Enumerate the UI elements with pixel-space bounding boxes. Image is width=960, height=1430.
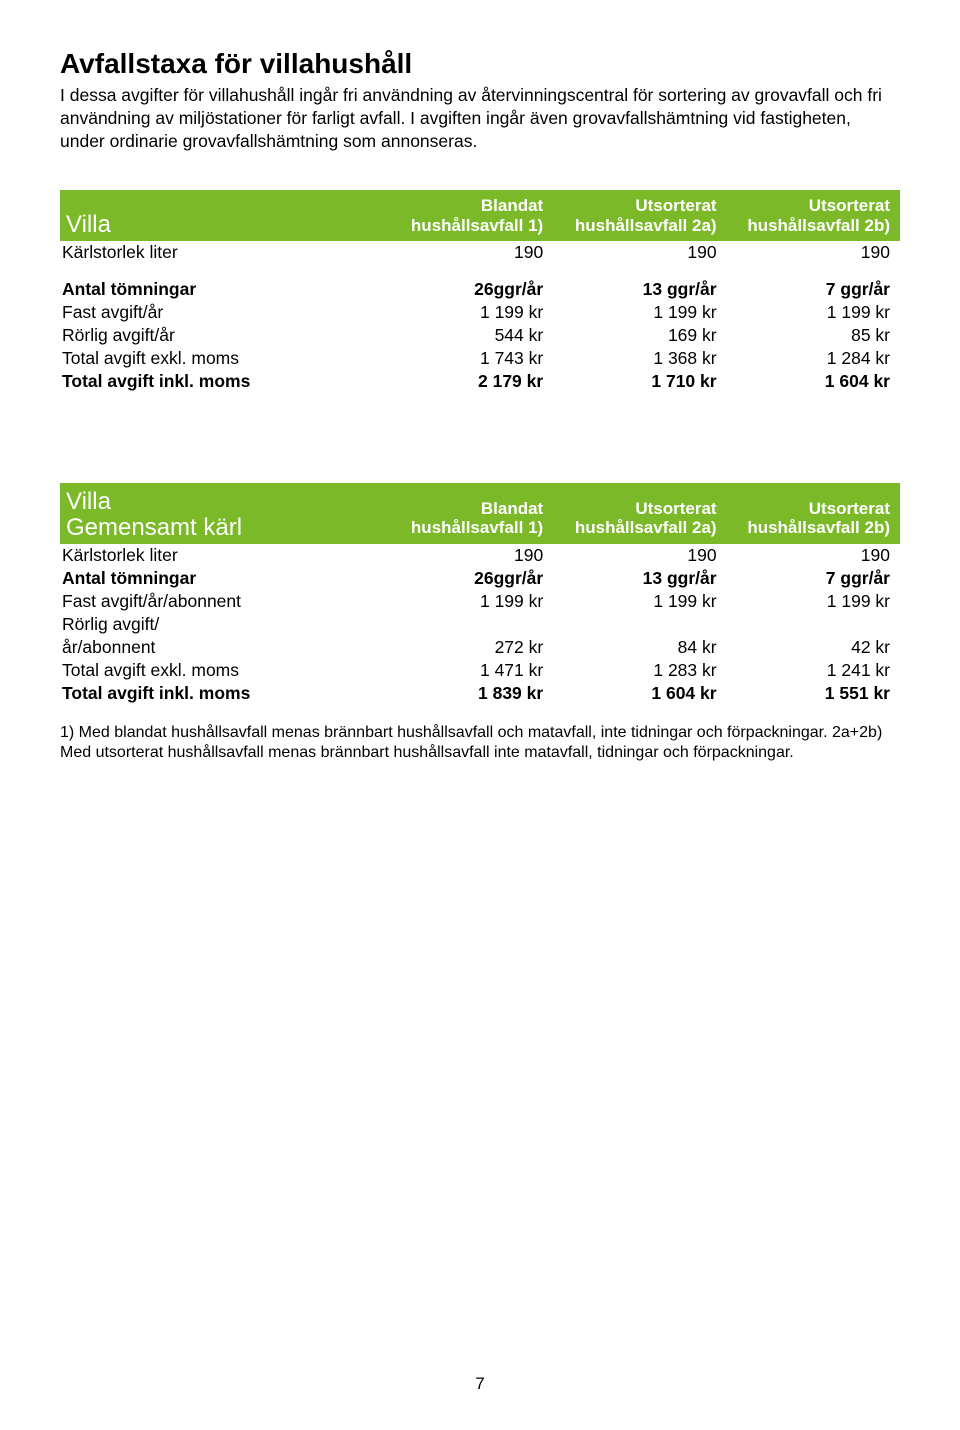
col-head-line: hushållsavfall 2b) — [735, 216, 890, 236]
cell-value: 7 ggr/år — [727, 278, 900, 301]
cell-value: 544 kr — [380, 324, 553, 347]
col-head-line: Utsorterat — [561, 499, 716, 519]
row-label: Fast avgift/år/abonnent — [60, 590, 380, 613]
col-head-line: Blandat — [388, 196, 543, 216]
table-row: Kärlstorlek liter190190190 — [60, 241, 900, 264]
col-head-1: Blandat hushållsavfall 1) — [380, 190, 553, 241]
col-head-3: Utsorterat hushållsavfall 2b) — [727, 190, 900, 241]
row-label: Antal tömningar — [60, 278, 380, 301]
cell-value: 1 471 kr — [380, 659, 553, 682]
col-head-2: Utsorterat hushållsavfall 2a) — [553, 190, 726, 241]
table-name-line1: Villa — [66, 489, 372, 514]
col-head-line: Blandat — [388, 499, 543, 519]
footnotes: 1) Med blandat hushållsavfall menas brän… — [60, 723, 900, 763]
row-label: Fast avgift/år — [60, 301, 380, 324]
cell-value: 169 kr — [553, 324, 726, 347]
cell-value — [380, 613, 553, 636]
table-name-cell: Villa Gemensamt kärl — [60, 483, 380, 543]
cell-value: 13 ggr/år — [553, 278, 726, 301]
cell-value: 190 — [727, 241, 900, 264]
table-row: Antal tömningar26ggr/år13 ggr/år7 ggr/år — [60, 567, 900, 590]
col-head-line: hushållsavfall 1) — [388, 518, 543, 538]
row-label: Rörlig avgift/år — [60, 324, 380, 347]
table-row: Rörlig avgift/ — [60, 613, 900, 636]
row-label: Total avgift inkl. moms — [60, 682, 380, 705]
table-header-row: Villa Blandat hushållsavfall 1) Utsorter… — [60, 190, 900, 241]
table-header-row: Villa Gemensamt kärl Blandat hushållsavf… — [60, 483, 900, 543]
cell-value: 42 kr — [727, 636, 900, 659]
col-head-line: Utsorterat — [735, 196, 890, 216]
table-name-line2: Gemensamt kärl — [66, 515, 372, 540]
page-number: 7 — [0, 1374, 960, 1394]
cell-value — [553, 613, 726, 636]
row-label: Rörlig avgift/ — [60, 613, 380, 636]
row-label: Antal tömningar — [60, 567, 380, 590]
cell-value: 1 368 kr — [553, 347, 726, 370]
cell-value: 85 kr — [727, 324, 900, 347]
intro-paragraph: I dessa avgifter för villahushåll ingår … — [60, 84, 900, 152]
cell-value: 1 551 kr — [727, 682, 900, 705]
cell-value: 84 kr — [553, 636, 726, 659]
cell-value: 190 — [727, 544, 900, 567]
cell-value: 1 604 kr — [727, 370, 900, 393]
table-row: Total avgift exkl. moms1 471 kr1 283 kr1… — [60, 659, 900, 682]
page-title: Avfallstaxa för villahushåll — [60, 48, 900, 80]
cell-value: 1 604 kr — [553, 682, 726, 705]
cell-value: 1 283 kr — [553, 659, 726, 682]
col-head-line: hushållsavfall 2a) — [561, 216, 716, 236]
table-row: Antal tömningar26ggr/år13 ggr/år7 ggr/år — [60, 278, 900, 301]
row-label: Kärlstorlek liter — [60, 241, 380, 264]
row-label: Total avgift inkl. moms — [60, 370, 380, 393]
cell-value: 272 kr — [380, 636, 553, 659]
cell-value: 1 710 kr — [553, 370, 726, 393]
col-head-line: hushållsavfall 2a) — [561, 518, 716, 538]
cell-value: 1 241 kr — [727, 659, 900, 682]
table-row — [60, 264, 900, 278]
row-label: år/abonnent — [60, 636, 380, 659]
table-name-cell: Villa — [60, 190, 380, 241]
col-head-line: Utsorterat — [561, 196, 716, 216]
col-head-2: Utsorterat hushållsavfall 2a) — [553, 483, 726, 543]
cell-value — [727, 613, 900, 636]
table-row: Kärlstorlek liter190190190 — [60, 544, 900, 567]
cell-value: 1 199 kr — [727, 301, 900, 324]
cell-value: 26ggr/år — [380, 278, 553, 301]
cell-value: 1 839 kr — [380, 682, 553, 705]
cell-value: 1 199 kr — [380, 301, 553, 324]
cell-value: 1 284 kr — [727, 347, 900, 370]
col-head-3: Utsorterat hushållsavfall 2b) — [727, 483, 900, 543]
col-head-line: Utsorterat — [735, 499, 890, 519]
fee-table-villa-shared: Villa Gemensamt kärl Blandat hushållsavf… — [60, 483, 900, 704]
table-row: Fast avgift/år/abonnent1 199 kr1 199 kr1… — [60, 590, 900, 613]
cell-value: 190 — [553, 241, 726, 264]
cell-value: 1 199 kr — [553, 301, 726, 324]
table-row: Rörlig avgift/år544 kr169 kr85 kr — [60, 324, 900, 347]
cell-value: 1 199 kr — [380, 590, 553, 613]
cell-value: 190 — [380, 241, 553, 264]
cell-value: 26ggr/år — [380, 567, 553, 590]
row-label: Kärlstorlek liter — [60, 544, 380, 567]
row-label: Total avgift exkl. moms — [60, 659, 380, 682]
row-label: Total avgift exkl. moms — [60, 347, 380, 370]
cell-value: 1 743 kr — [380, 347, 553, 370]
table-row: Total avgift inkl. moms1 839 kr1 604 kr1… — [60, 682, 900, 705]
table-row: Fast avgift/år1 199 kr1 199 kr1 199 kr — [60, 301, 900, 324]
cell-value: 1 199 kr — [727, 590, 900, 613]
table-row: Total avgift inkl. moms2 179 kr1 710 kr1… — [60, 370, 900, 393]
table-row: Total avgift exkl. moms1 743 kr1 368 kr1… — [60, 347, 900, 370]
cell-value: 2 179 kr — [380, 370, 553, 393]
col-head-line: hushållsavfall 2b) — [735, 518, 890, 538]
col-head-1: Blandat hushållsavfall 1) — [380, 483, 553, 543]
fee-table-villa: Villa Blandat hushållsavfall 1) Utsorter… — [60, 190, 900, 393]
cell-value: 7 ggr/år — [727, 567, 900, 590]
col-head-line: hushållsavfall 1) — [388, 216, 543, 236]
cell-value: 1 199 kr — [553, 590, 726, 613]
cell-value: 190 — [553, 544, 726, 567]
table-row: år/abonnent272 kr84 kr42 kr — [60, 636, 900, 659]
table-name: Villa — [66, 212, 372, 237]
cell-value: 190 — [380, 544, 553, 567]
cell-value: 13 ggr/år — [553, 567, 726, 590]
